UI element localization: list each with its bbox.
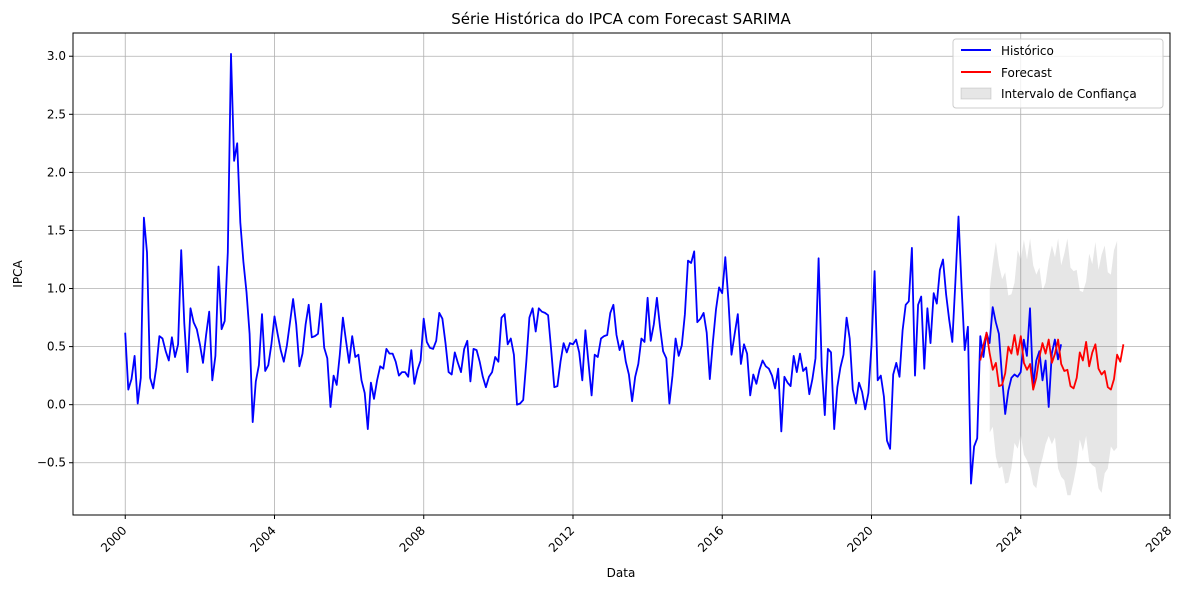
legend: Histórico Forecast Intervalo de Confianç… (952, 38, 1164, 109)
legend-label-forecast: Forecast (1001, 66, 1052, 80)
historico-line (124, 53, 1062, 485)
chart-title: Série Histórica do IPCA com Forecast SAR… (451, 10, 791, 28)
y-tick-label: 0.0 (47, 398, 66, 412)
legend-box (952, 38, 1164, 109)
legend-swatch-intervalo (960, 87, 992, 100)
legend-label-intervalo: Intervalo de Confiança (1001, 87, 1137, 101)
confidence-band-area (989, 238, 1118, 496)
series-lines (124, 53, 1125, 485)
x-axis-label: Data (607, 566, 636, 580)
y-axis-label: IPCA (11, 260, 25, 288)
y-tick-label: −0.5 (37, 456, 66, 470)
plot-frame (72, 32, 1171, 516)
y-axis: −0.5 0.0 0.5 1.0 1.5 2.0 2.5 3.0 (37, 49, 73, 470)
y-tick-label: 0.5 (47, 340, 66, 354)
y-tick-label: 2.5 (47, 107, 66, 121)
confidence-band (989, 238, 1118, 496)
legend-label-historico: Histórico (1001, 44, 1054, 58)
y-tick-label: 1.5 (47, 223, 66, 237)
y-tick-label: 3.0 (47, 49, 66, 63)
y-tick-label: 1.0 (47, 282, 66, 296)
y-tick-label: 2.0 (47, 165, 66, 179)
forecast-line (979, 331, 1125, 391)
